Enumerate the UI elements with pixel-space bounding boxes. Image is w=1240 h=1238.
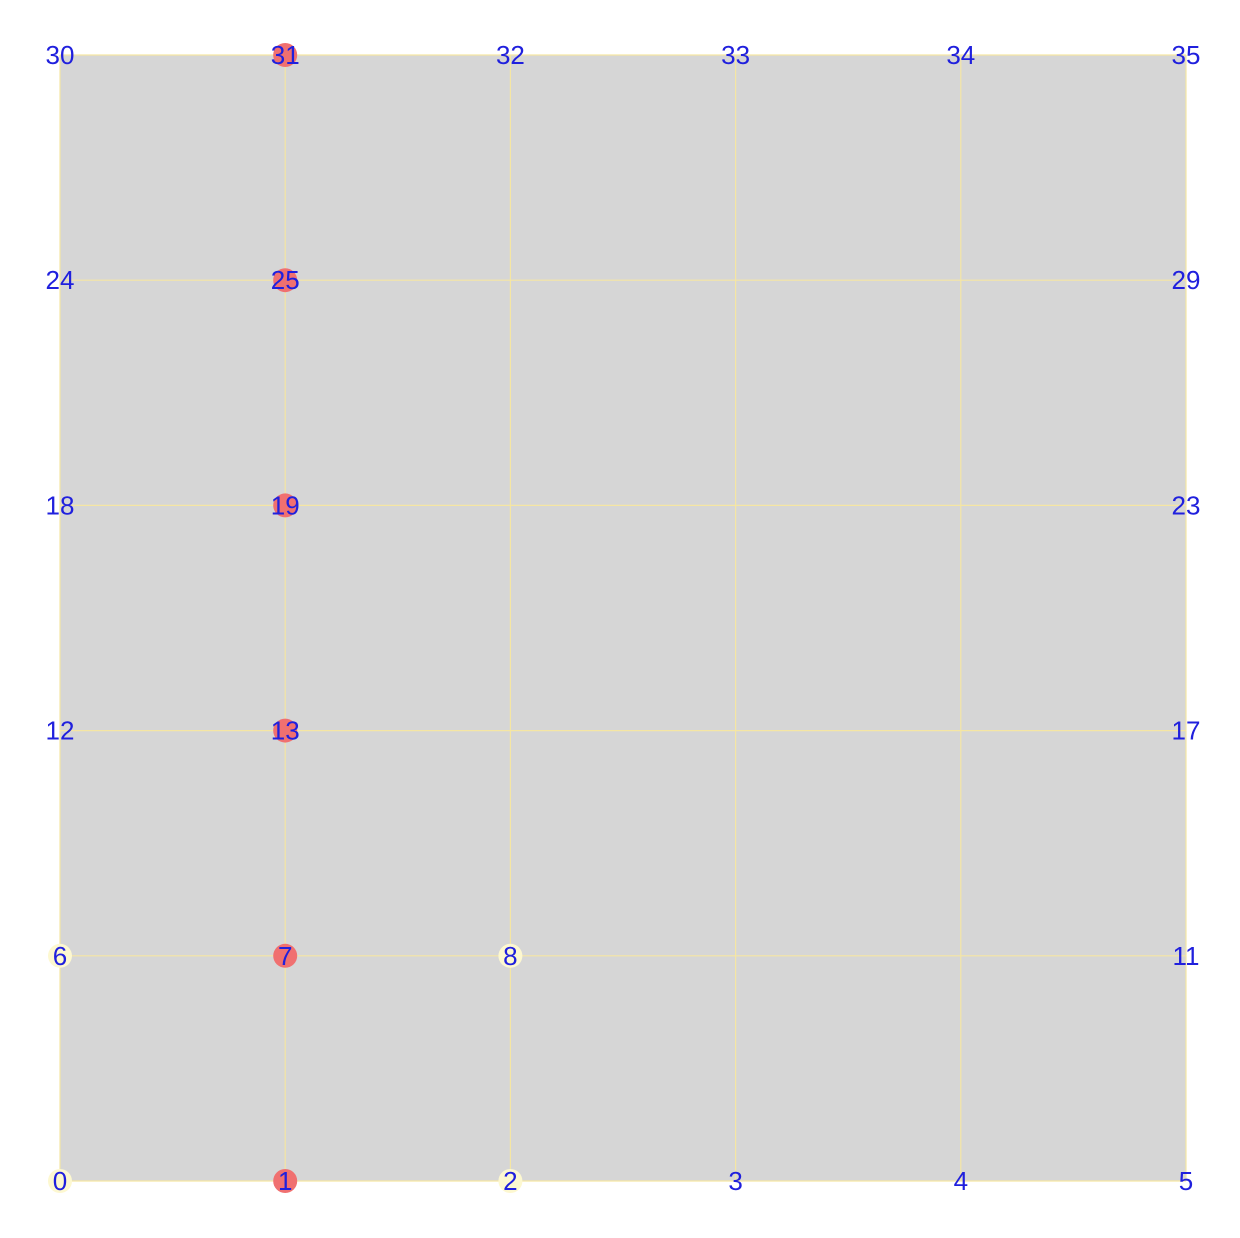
node-label-3: 3: [728, 1166, 742, 1196]
node-marker-8: [498, 943, 523, 968]
node-label-35: 35: [1172, 40, 1201, 70]
node-label-19: 19: [271, 490, 300, 520]
nodes-layer: [48, 43, 523, 1193]
node-label-7: 7: [278, 941, 292, 971]
node-marker-1: [273, 1169, 298, 1193]
node-marker-13: [273, 718, 298, 743]
node-marker-7: [273, 943, 298, 968]
node-marker-31: [273, 43, 298, 67]
node-label-29: 29: [1172, 265, 1201, 295]
node-label-5: 5: [1179, 1166, 1193, 1196]
node-label-2: 2: [503, 1166, 517, 1196]
node-label-30: 30: [46, 40, 75, 70]
node-label-1: 1: [278, 1166, 292, 1196]
node-marker-25: [273, 268, 298, 293]
node-label-34: 34: [946, 40, 975, 70]
node-label-23: 23: [1172, 490, 1201, 520]
node-label-6: 6: [53, 941, 67, 971]
node-label-31: 31: [271, 40, 300, 70]
node-label-17: 17: [1172, 716, 1201, 746]
node-marker-19: [273, 493, 298, 518]
node-marker-0: [48, 1169, 72, 1193]
node-label-32: 32: [496, 40, 525, 70]
node-label-11: 11: [1173, 941, 1200, 971]
node-label-0: 0: [53, 1166, 67, 1196]
node-marker-2: [498, 1169, 523, 1193]
grid-area: [60, 55, 1186, 1181]
node-label-33: 33: [721, 40, 750, 70]
node-label-25: 25: [271, 265, 300, 295]
node-label-24: 24: [46, 265, 75, 295]
node-label-18: 18: [46, 490, 75, 520]
node-label-4: 4: [954, 1166, 968, 1196]
node-label-12: 12: [46, 716, 75, 746]
node-marker-6: [48, 943, 72, 968]
node-label-8: 8: [503, 941, 517, 971]
edges-layer: [59, 54, 1187, 1182]
node-label-13: 13: [271, 716, 300, 746]
